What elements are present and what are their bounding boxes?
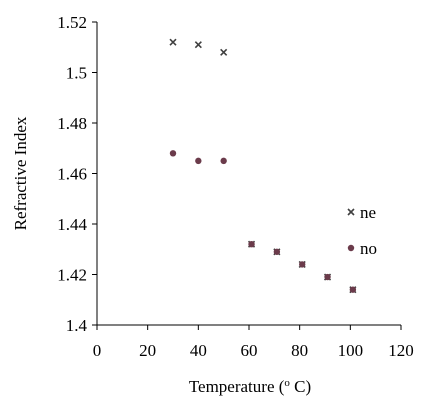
x-tick-label: 100 — [338, 341, 364, 360]
y-tick-label: 1.42 — [57, 266, 87, 285]
y-axis-title: Refractive Index — [11, 116, 30, 230]
data-point-no — [169, 150, 177, 157]
legend-label-no: no — [360, 239, 377, 258]
y-tick-label: 1.5 — [66, 64, 87, 83]
x-tick-label: 60 — [241, 341, 258, 360]
legend-label-ne: ne — [360, 203, 376, 222]
data-point-ne — [194, 41, 202, 49]
data-point-no — [248, 241, 255, 248]
x-ticks: 0 20 40 60 80 100 120 — [93, 325, 414, 360]
y-tick-label: 1.48 — [57, 114, 87, 133]
y-tick-label: 1.52 — [57, 13, 87, 32]
y-tick-label: 1.44 — [57, 215, 87, 234]
x-tick-label: 80 — [291, 341, 308, 360]
data-point-no — [220, 157, 227, 165]
y-tick-label: 1.4 — [66, 316, 88, 335]
data-point-no — [324, 273, 331, 281]
data-point-no — [273, 248, 281, 255]
legend: ne no — [347, 203, 377, 258]
y-tick-label: 1.46 — [57, 165, 87, 184]
legend-marker-no — [347, 244, 355, 252]
data-point-no — [349, 286, 357, 293]
data-points — [169, 38, 357, 294]
legend-marker-ne — [347, 208, 355, 216]
data-point-no — [299, 261, 306, 268]
x-tick-label: 0 — [93, 341, 102, 360]
x-axis-title: Temperature (o C) — [189, 377, 311, 396]
x-tick-label: 20 — [139, 341, 156, 360]
data-point-ne — [169, 38, 177, 46]
data-point-ne — [220, 48, 228, 56]
data-point-no — [195, 157, 202, 165]
x-tick-label: 40 — [190, 341, 207, 360]
y-ticks: 1.4 1.42 1.44 1.46 1.48 1.5 1.52 — [57, 13, 97, 335]
x-tick-label: 120 — [388, 341, 414, 360]
